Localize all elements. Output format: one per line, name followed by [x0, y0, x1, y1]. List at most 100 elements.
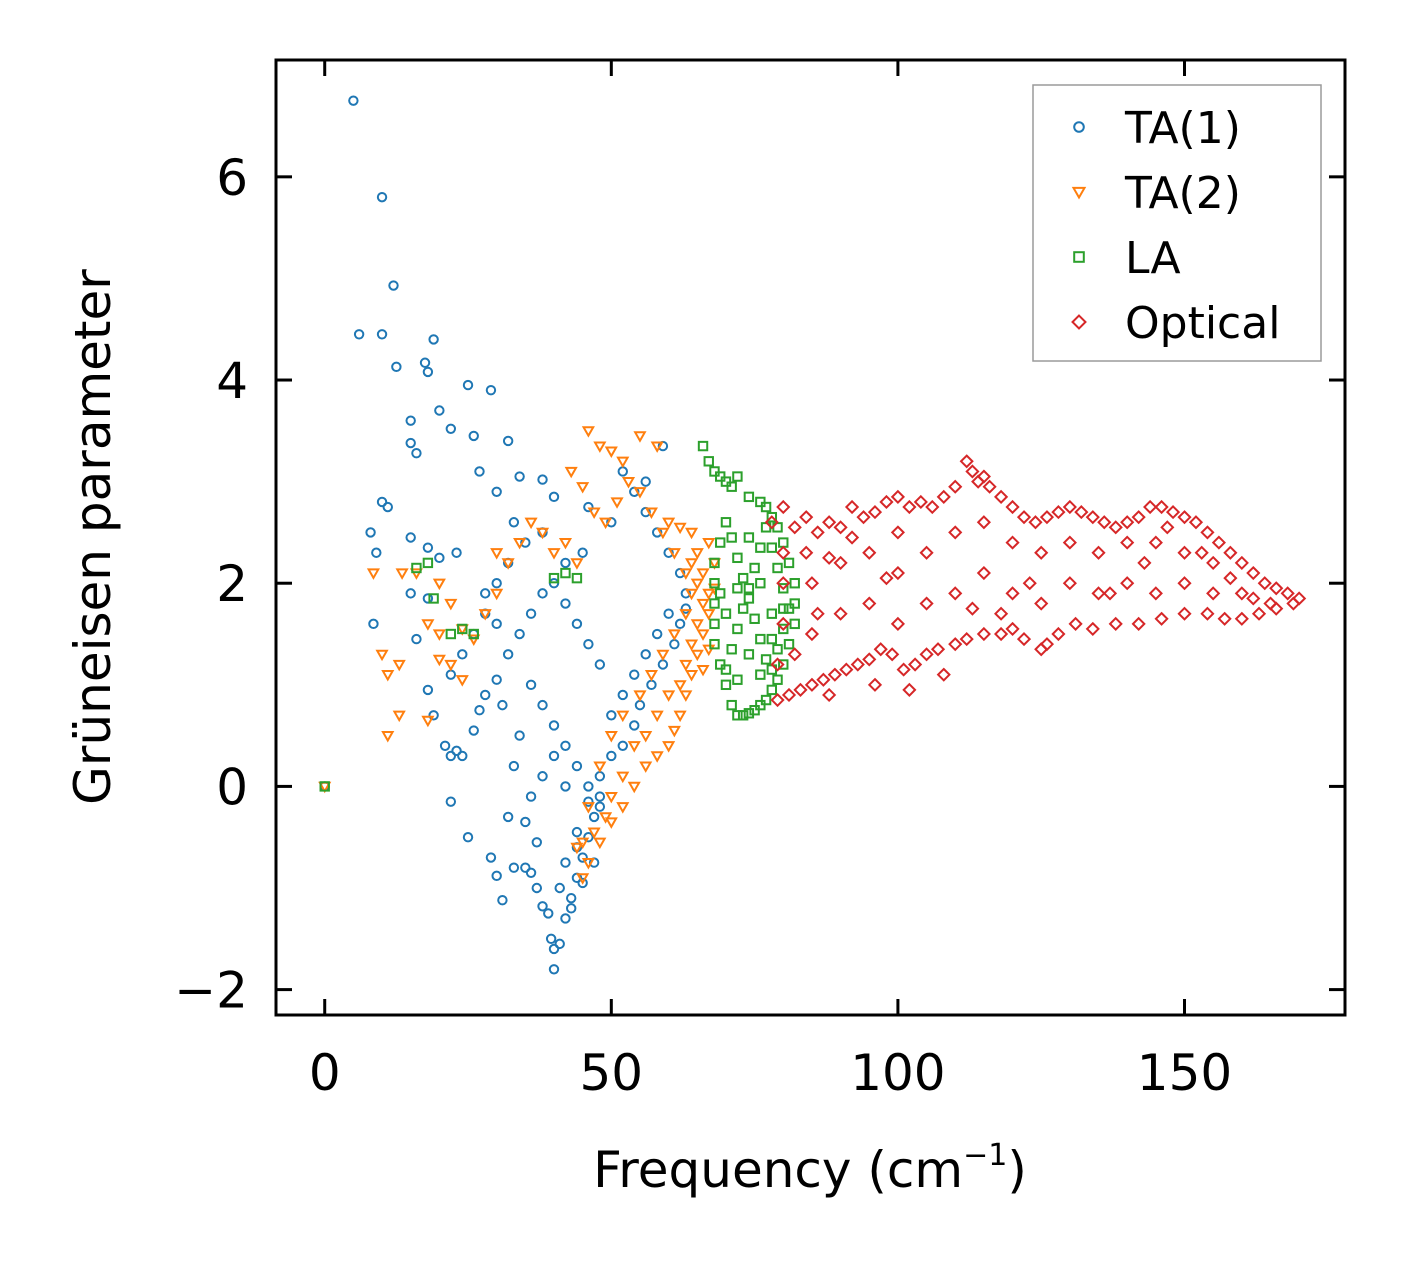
data-point — [657, 659, 669, 670]
data-point — [535, 527, 550, 540]
data-point — [491, 618, 502, 630]
data-point — [405, 415, 416, 426]
data-point — [770, 692, 785, 708]
data-point — [749, 613, 760, 624]
data-point — [1131, 510, 1146, 525]
data-point — [1143, 499, 1158, 515]
data-point — [948, 586, 963, 601]
data-point — [976, 515, 991, 530]
data-point — [783, 603, 795, 614]
data-point — [667, 629, 681, 641]
data-point — [667, 725, 681, 738]
data-point — [850, 657, 865, 672]
data-point — [822, 550, 837, 565]
data-point — [583, 501, 594, 513]
data-point — [576, 837, 590, 850]
x-axis-title-end: ) — [1007, 1141, 1027, 1199]
data-point — [371, 547, 382, 558]
data-point — [581, 802, 595, 814]
legend-marker — [1071, 186, 1087, 200]
data-point — [576, 873, 590, 885]
data-point — [514, 628, 525, 640]
data-point — [1074, 505, 1089, 520]
data-point — [422, 542, 434, 553]
data-point — [702, 537, 716, 550]
data-point — [976, 469, 991, 484]
legend: TA(1) TA(2) LA Optical — [1032, 84, 1322, 362]
data-point — [994, 606, 1009, 621]
data-point — [919, 647, 934, 662]
data-point — [583, 781, 594, 792]
data-point — [392, 659, 406, 672]
data-point — [368, 618, 379, 630]
data-point — [1154, 611, 1169, 626]
data-point — [633, 431, 647, 443]
data-point — [1062, 576, 1077, 591]
data-point — [732, 710, 743, 721]
data-point — [571, 760, 583, 772]
data-point — [679, 568, 693, 580]
data-point — [1234, 586, 1249, 601]
data-point — [776, 545, 791, 560]
data-point — [571, 618, 583, 630]
data-point — [525, 679, 537, 691]
data-point — [650, 751, 664, 763]
data-point — [640, 476, 651, 487]
data-point — [560, 557, 571, 569]
data-point — [787, 520, 802, 535]
data-point — [537, 699, 548, 711]
data-point — [606, 750, 617, 762]
data-point — [560, 567, 571, 579]
data-point — [919, 596, 934, 611]
data-point — [690, 619, 704, 631]
data-point — [616, 710, 630, 723]
data-point — [445, 750, 457, 762]
data-point — [629, 669, 640, 680]
data-point — [1286, 596, 1301, 611]
data-point — [422, 366, 434, 378]
data-point — [445, 669, 457, 680]
data-point — [1016, 510, 1032, 525]
data-point — [959, 454, 974, 469]
data-point — [1206, 586, 1221, 601]
data-point — [548, 964, 560, 975]
data-point — [696, 629, 710, 641]
data-point — [749, 562, 760, 574]
data-point — [1177, 510, 1192, 525]
data-point — [508, 862, 520, 873]
data-point — [726, 481, 737, 492]
data-point — [1120, 576, 1135, 591]
data-point — [1206, 555, 1221, 570]
data-point — [565, 892, 577, 904]
data-point — [867, 677, 883, 692]
data-point — [696, 664, 710, 677]
data-point — [896, 662, 911, 677]
data-point — [1005, 586, 1020, 601]
data-point — [548, 750, 560, 762]
data-point — [783, 638, 795, 650]
data-point — [560, 857, 571, 868]
data-point — [1091, 545, 1106, 560]
data-point — [508, 760, 520, 772]
data-point — [560, 913, 571, 924]
series-ta-2- — [318, 426, 722, 885]
data-point — [599, 812, 613, 824]
data-point — [319, 781, 330, 792]
data-point — [726, 699, 737, 711]
data-point — [1039, 510, 1055, 525]
data-point — [902, 682, 917, 697]
data-point — [548, 720, 560, 731]
data-point — [673, 680, 687, 692]
data-point — [428, 593, 439, 604]
data-point — [594, 801, 606, 812]
data-point — [1177, 576, 1192, 591]
data-point — [1120, 535, 1135, 550]
data-point — [422, 593, 434, 604]
data-point — [485, 384, 497, 396]
data-point — [789, 578, 800, 589]
data-point — [778, 583, 789, 594]
data-point — [743, 491, 755, 503]
data-point — [810, 525, 825, 540]
data-point — [617, 466, 628, 477]
data-point — [587, 507, 601, 519]
